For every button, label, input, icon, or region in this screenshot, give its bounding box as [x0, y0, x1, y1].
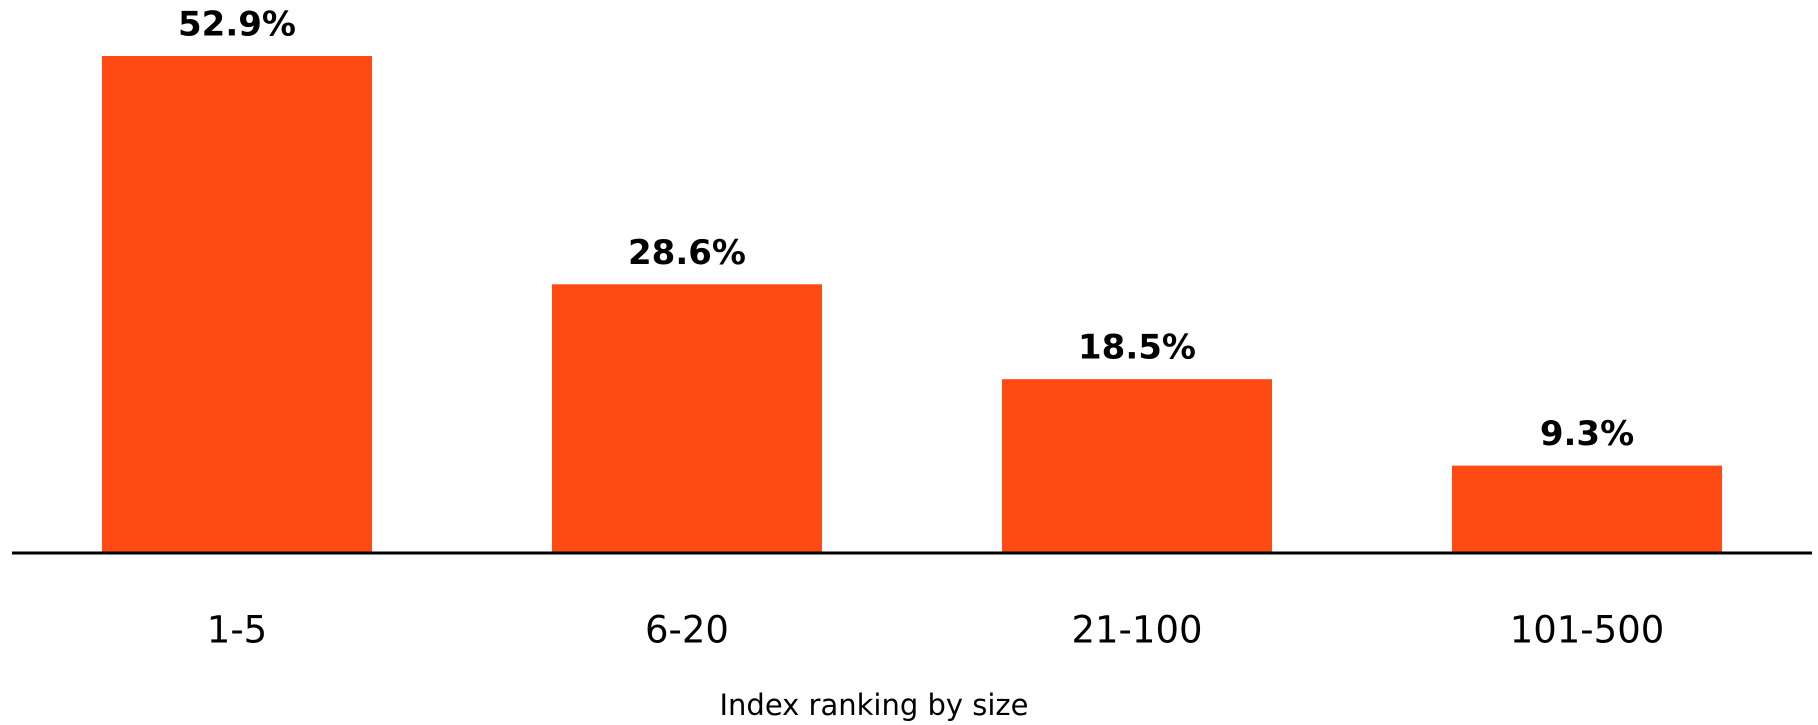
- x-tick-label: 101-500: [1510, 609, 1665, 652]
- bar: [1002, 379, 1272, 553]
- value-label: 52.9%: [178, 5, 296, 45]
- value-label: 18.5%: [1078, 328, 1196, 368]
- bar: [552, 284, 822, 553]
- value-label: 28.6%: [628, 233, 746, 273]
- x-tick-label: 6-20: [645, 609, 729, 652]
- x-tick-label: 21-100: [1071, 609, 1202, 652]
- bar: [1452, 465, 1722, 553]
- x-axis-label: Index ranking by size: [719, 688, 1028, 722]
- x-tick-label: 1-5: [207, 609, 267, 652]
- bar: [102, 56, 372, 553]
- value-label: 9.3%: [1540, 414, 1634, 454]
